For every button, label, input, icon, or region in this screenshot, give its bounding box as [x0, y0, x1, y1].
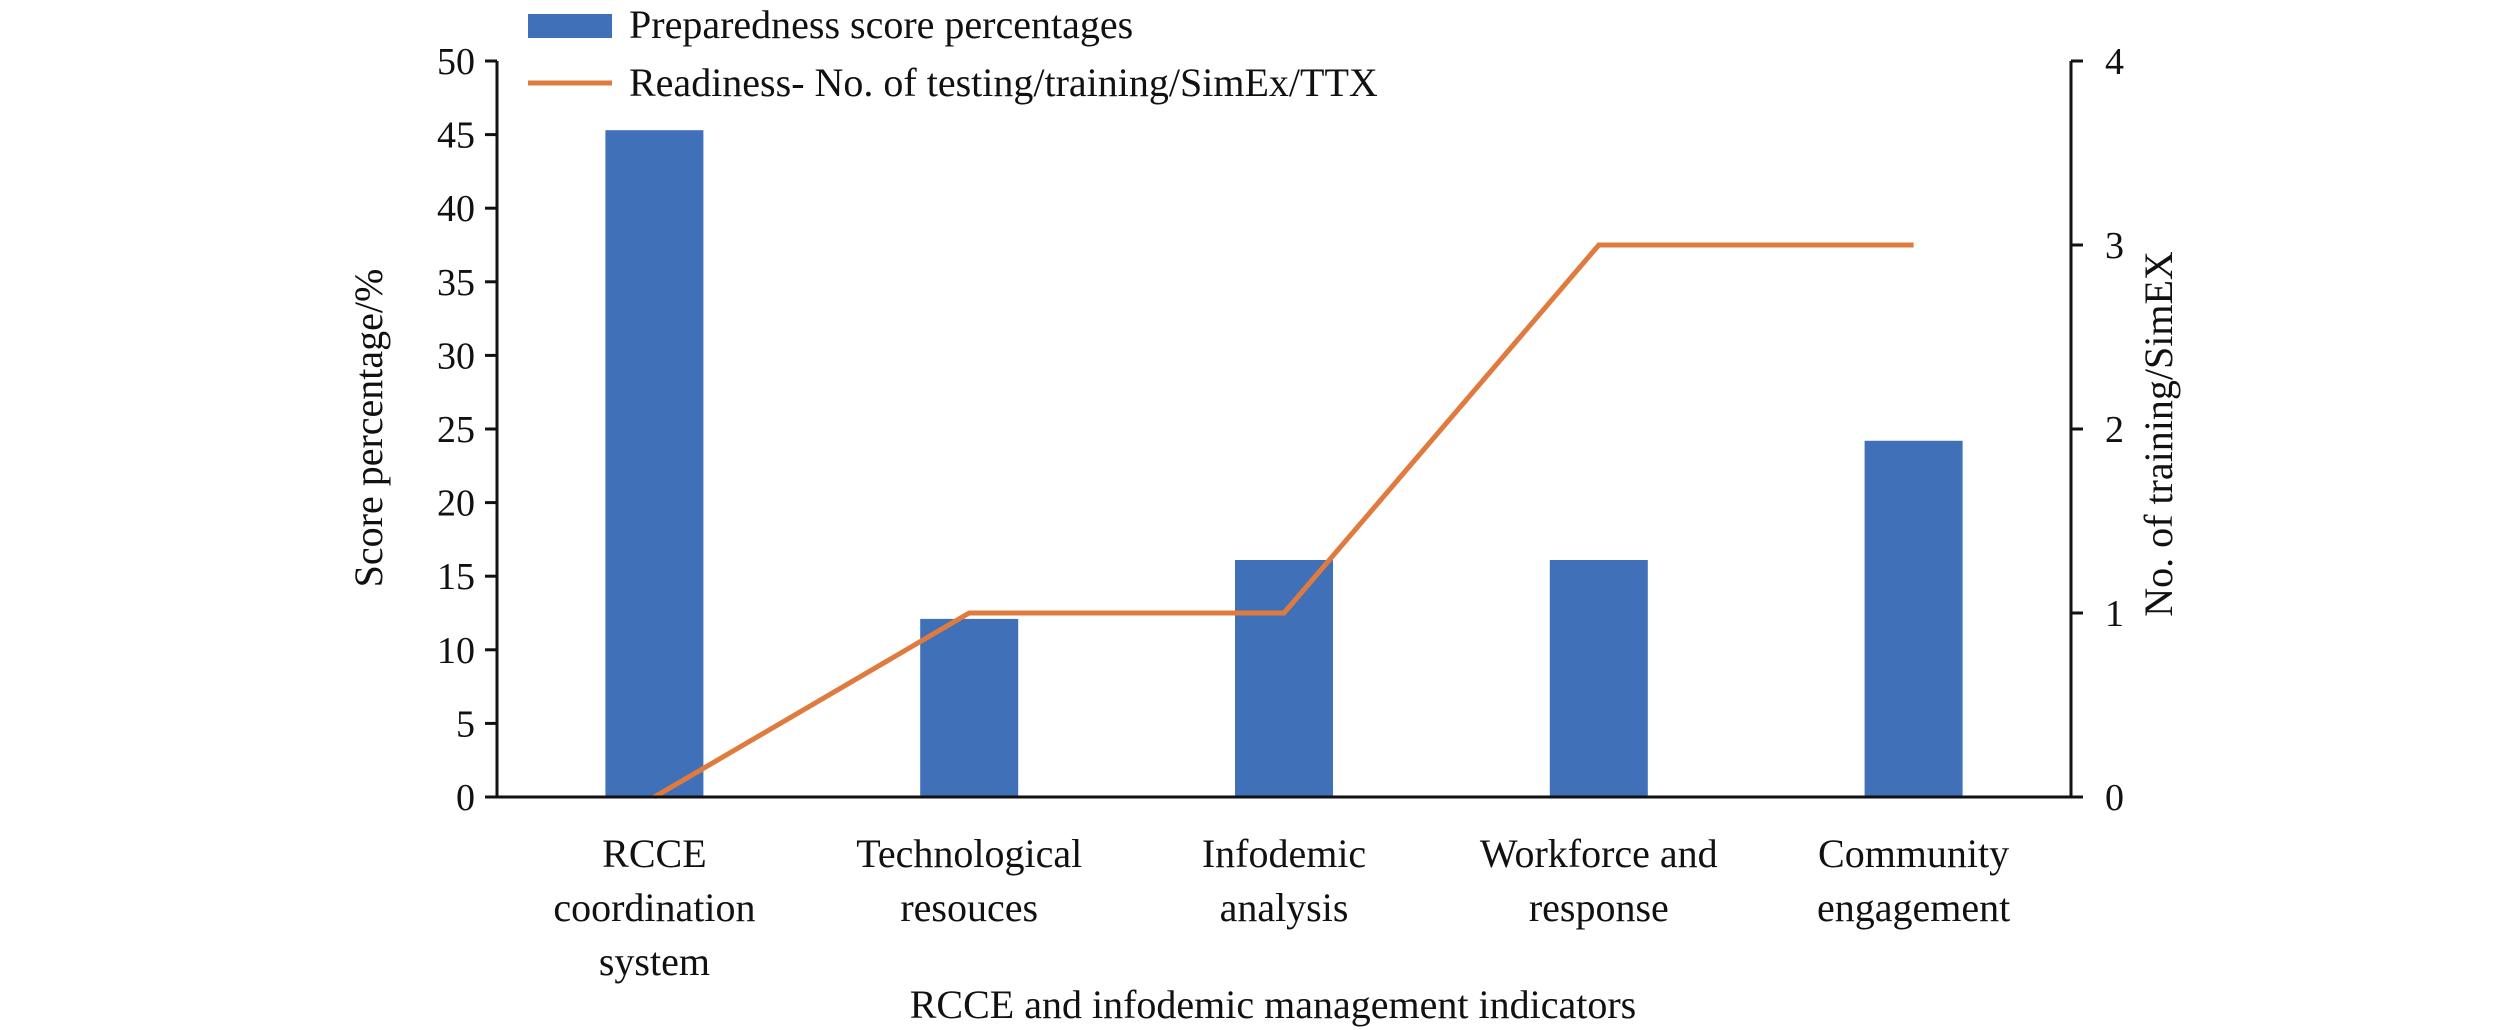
y-axis-title: Score percentage/%: [346, 269, 391, 588]
readiness-line: [653, 242, 1914, 800]
category-label-line: system: [599, 939, 710, 984]
right-tick-label-0: 0: [2105, 777, 2124, 819]
category-label-line: response: [1529, 885, 1669, 930]
category-label-line: analysis: [1220, 885, 1349, 930]
bar-2: [1235, 560, 1333, 797]
line-series: [653, 242, 1914, 800]
left-tick-label-9: 45: [437, 115, 475, 157]
bar-4: [1864, 440, 1963, 797]
category-label-2: Infodemic analysis: [1202, 831, 1366, 930]
legend-label-bar: Preparedness score percentages: [629, 2, 1133, 47]
right-axis-ticks: 0 1 2 3 4: [2071, 41, 2124, 819]
right-tick-label-4: 4: [2105, 41, 2124, 83]
right-tick-label-3: 3: [2105, 225, 2124, 267]
category-label-3: Workforce and response: [1480, 831, 1718, 930]
category-label-line: Community: [1818, 831, 2009, 876]
category-labels: RCCE coordination system Technological resou…: [553, 831, 2010, 984]
category-label-1: Technological resouces: [856, 831, 1082, 930]
bar-0: [605, 130, 704, 797]
left-axis-ticks: 0 5 10 15 20 25 30 35 40 45 50: [437, 41, 497, 819]
bar-series: [605, 130, 1963, 797]
category-label-line: RCCE: [602, 831, 706, 876]
legend-label-line: Readiness- No. of testing/training/SimEx…: [629, 60, 1378, 105]
right-tick-label-1: 1: [2105, 593, 2124, 635]
legend-swatch-bar: [528, 14, 612, 38]
left-tick-label-6: 30: [437, 335, 475, 377]
category-label-line: resouces: [900, 885, 1038, 930]
category-label-4: Community engagement: [1817, 831, 2010, 930]
left-tick-label-4: 20: [437, 483, 475, 525]
right-tick-label-2: 2: [2105, 409, 2124, 451]
left-tick-label-3: 15: [437, 556, 475, 598]
category-label-line: Workforce and: [1480, 831, 1718, 876]
category-label-line: coordination: [553, 885, 755, 930]
left-tick-label-7: 35: [437, 262, 475, 304]
left-tick-label-5: 25: [437, 409, 475, 451]
left-tick-label-2: 10: [437, 630, 475, 672]
left-tick-label-0: 0: [456, 777, 475, 819]
bar-3: [1549, 560, 1648, 797]
left-tick-label-1: 5: [456, 703, 475, 745]
left-tick-label-8: 40: [437, 188, 475, 230]
category-label-line: engagement: [1817, 885, 2010, 930]
y2-axis-title: No. of training/SimEX: [2136, 251, 2181, 617]
category-label-line: Technological: [856, 831, 1082, 876]
x-axis-title: RCCE and infodemic management indicators: [910, 982, 1636, 1027]
left-tick-label-10: 50: [437, 41, 475, 83]
legend: Preparedness score percentages Readiness-…: [528, 2, 1378, 105]
category-label-0: RCCE coordination system: [553, 831, 755, 984]
category-label-line: Infodemic: [1202, 831, 1366, 876]
bar-1: [920, 618, 1019, 797]
